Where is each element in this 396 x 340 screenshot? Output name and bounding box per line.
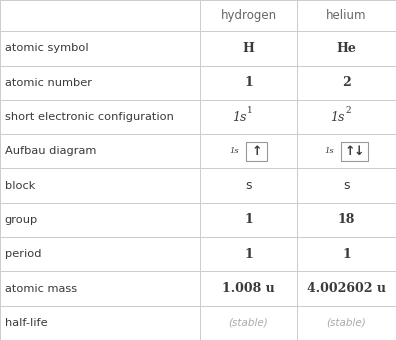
Text: He: He bbox=[337, 42, 356, 55]
Text: (stable): (stable) bbox=[327, 318, 366, 328]
Text: atomic symbol: atomic symbol bbox=[5, 44, 88, 53]
Text: atomic number: atomic number bbox=[5, 78, 92, 88]
Text: 1s: 1s bbox=[232, 110, 246, 123]
Text: 1s: 1s bbox=[230, 147, 240, 155]
Text: (stable): (stable) bbox=[228, 318, 268, 328]
Text: ↓: ↓ bbox=[354, 145, 364, 158]
Text: ↑: ↑ bbox=[345, 145, 355, 158]
Text: 1: 1 bbox=[247, 106, 253, 115]
Text: atomic mass: atomic mass bbox=[5, 284, 77, 293]
Text: 1: 1 bbox=[244, 214, 253, 226]
Text: ↑: ↑ bbox=[251, 145, 262, 158]
Text: 1s: 1s bbox=[325, 147, 334, 155]
Text: 18: 18 bbox=[338, 214, 355, 226]
Text: helium: helium bbox=[326, 9, 367, 22]
Text: period: period bbox=[5, 249, 41, 259]
Text: s: s bbox=[245, 179, 252, 192]
Bar bbox=[246, 142, 267, 161]
Text: 2: 2 bbox=[342, 76, 351, 89]
Text: 1s: 1s bbox=[330, 110, 345, 123]
Text: 1.008 u: 1.008 u bbox=[222, 282, 275, 295]
Text: s: s bbox=[343, 179, 350, 192]
Text: hydrogen: hydrogen bbox=[221, 9, 276, 22]
Text: H: H bbox=[243, 42, 254, 55]
Text: block: block bbox=[5, 181, 35, 191]
Text: short electronic configuration: short electronic configuration bbox=[5, 112, 173, 122]
Bar bbox=[341, 142, 368, 161]
Text: 4.002602 u: 4.002602 u bbox=[307, 282, 386, 295]
Text: 2: 2 bbox=[345, 106, 351, 115]
Text: 1: 1 bbox=[244, 76, 253, 89]
Text: Aufbau diagram: Aufbau diagram bbox=[5, 146, 96, 156]
Text: 1: 1 bbox=[244, 248, 253, 261]
Text: 1: 1 bbox=[342, 248, 351, 261]
Text: half-life: half-life bbox=[5, 318, 48, 328]
Text: group: group bbox=[5, 215, 38, 225]
